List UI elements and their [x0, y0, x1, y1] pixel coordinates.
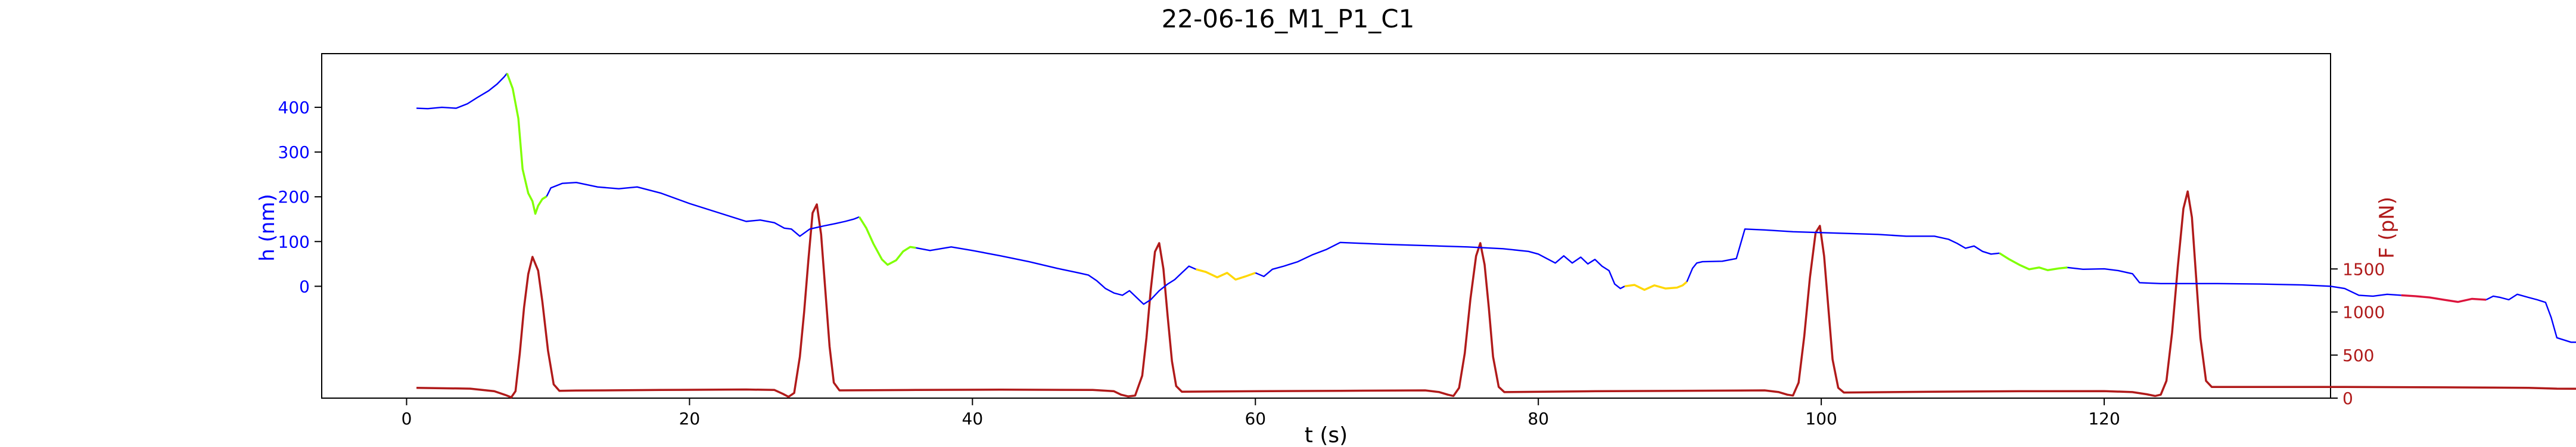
left-tick-label: 200 [278, 187, 310, 207]
right-tick-label: 500 [2342, 346, 2374, 365]
height-segment-green [506, 73, 547, 215]
x-axis-label: t (s) [1305, 423, 1348, 447]
height-segment-red [2401, 294, 2487, 303]
plot-area [321, 53, 2331, 399]
x-tick-label: 60 [1245, 409, 1266, 429]
height-segment-blue [1255, 241, 1625, 290]
x-tick-label: 20 [679, 409, 701, 429]
left-tick-label: 400 [278, 98, 310, 117]
height-segment-yellow [1196, 268, 1256, 281]
left-tick-label: 300 [278, 142, 310, 162]
height-segment-green [858, 216, 916, 266]
x-tick-label: 40 [962, 409, 984, 429]
height-segment-yellow [1624, 281, 1688, 291]
x-tick-label: 0 [402, 409, 412, 429]
x-tick-label: 80 [1527, 409, 1549, 429]
force-series [416, 190, 2576, 399]
right-tick-label: 1000 [2342, 303, 2385, 322]
left-tick-label: 100 [278, 232, 310, 252]
height-segment-green [1999, 252, 2068, 271]
force-line [416, 190, 2576, 399]
x-tick-label: 120 [2088, 409, 2120, 429]
x-axis: 0 20 40 60 80 100 120 [402, 398, 2120, 429]
right-tick-label: 0 [2342, 389, 2353, 408]
right-axis-label: F (pN) [2375, 197, 2399, 259]
height-segment-blue [416, 73, 508, 110]
left-tick-label: 0 [299, 277, 310, 296]
height-series [416, 73, 2576, 343]
right-tick-label: 1500 [2342, 259, 2385, 279]
left-axis: 0 100 200 300 400 [278, 98, 322, 296]
left-axis-label: h (nm) [256, 194, 279, 262]
chart-title: 22-06-16_M1_P1_C1 [1162, 4, 1415, 33]
right-axis: 0 500 1000 1500 [2331, 259, 2385, 408]
height-segment-blue [1686, 228, 2000, 283]
x-tick-label: 100 [1805, 409, 1837, 429]
height-segment-blue [546, 182, 860, 237]
height-segment-blue [2067, 266, 2401, 297]
height-segment-blue [916, 246, 1196, 305]
height-segment-blue [2485, 293, 2576, 343]
